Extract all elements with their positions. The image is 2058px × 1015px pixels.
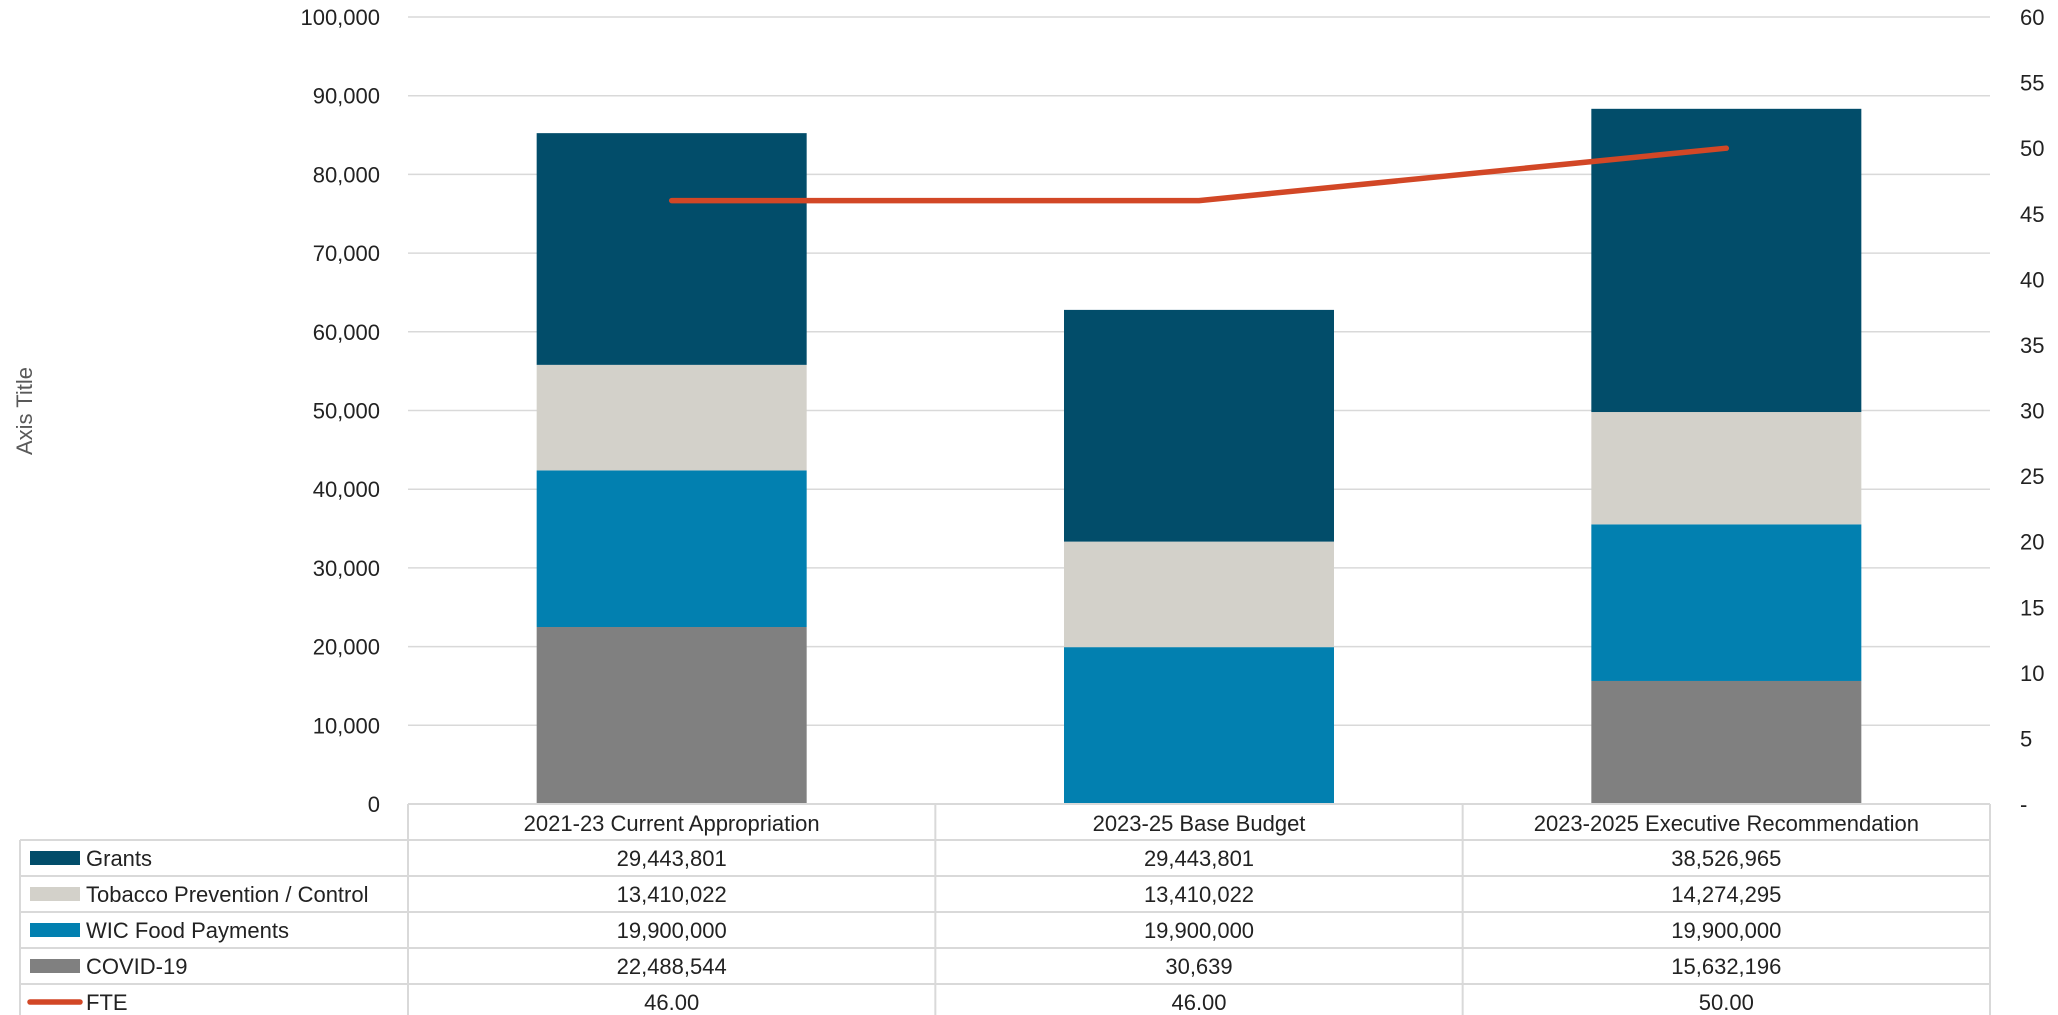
table-value: 50.00 [1699,990,1754,1015]
table-value: 38,526,965 [1671,846,1781,871]
bar-covid-19 [1591,680,1862,804]
table-value: 13,410,022 [617,882,727,907]
y2-tick-label: 30 [2020,399,2044,424]
table-value: 19,900,000 [1671,918,1781,943]
legend-label: COVID-19 [86,954,187,979]
table-value: 19,900,000 [617,918,727,943]
legend-label: Grants [86,846,152,871]
bar-grants [1064,309,1334,542]
y2-tick-label: 25 [2020,464,2044,489]
y2-tick-label: 40 [2020,267,2044,292]
table-value: 29,443,801 [1144,846,1254,871]
legend-key-covid-19 [30,959,80,973]
y2-tick-label: 10 [2020,661,2044,686]
bar-wic-food-payments [536,470,807,628]
category-label: 2023-2025 Executive Recommendation [1534,811,1919,836]
y-tick-label: 50,000 [313,399,380,424]
legend-label: Tobacco Prevention / Control [86,882,369,907]
bar-tobacco-prevention-control [1064,541,1334,648]
y-tick-label: 80,000 [313,162,380,187]
bar-wic-food-payments [1591,524,1862,681]
category-label: 2021-23 Current Appropriation [524,811,820,836]
category-label: 2023-25 Base Budget [1093,811,1306,836]
y-tick-label: 70,000 [313,241,380,266]
y-tick-label: 10,000 [313,713,380,738]
bar-grants [1591,108,1862,413]
table-value: 13,410,022 [1144,882,1254,907]
y-tick-label: 20,000 [313,635,380,660]
primary-axis-ticks: 0 10,000 20,000 30,000 40,000 50,000 60,000 70,… [300,5,380,817]
y-tick-label: 90,000 [313,84,380,109]
y2-tick-label: 15 [2020,595,2044,620]
bar-wic-food-payments [1064,647,1334,804]
table-value: 46.00 [644,990,699,1015]
y2-tick-label: 55 [2020,71,2044,96]
table-value: 15,632,196 [1671,954,1781,979]
data-table: 2021-23 Current Appropriation 2023-25 Bas… [19,803,1991,1015]
bar-grants [536,133,807,365]
bar-tobacco-prevention-control [1591,412,1862,525]
table-value: 14,274,295 [1671,882,1781,907]
bar-covid-19 [536,627,807,804]
legend-key-wic-food-payments [30,923,80,937]
fte-series-line [668,145,1730,204]
y-tick-label: 40,000 [313,477,380,502]
secondary-axis-ticks: - 5 10 15 20 25 30 35 40 45 50 55 60 [2020,5,2044,817]
bar-tobacco-prevention-control [536,364,807,471]
y2-tick-label: 20 [2020,530,2044,555]
y2-tick-label: 60 [2020,5,2044,30]
y-tick-label: 30,000 [313,556,380,581]
y2-tick-label: 35 [2020,333,2044,358]
y2-tick-label: 45 [2020,202,2044,227]
y2-tick-label: 50 [2020,136,2044,161]
y-tick-label: 100,000 [300,5,380,30]
fte-line [668,145,1730,204]
legend-label: WIC Food Payments [86,918,289,943]
table-value: 22,488,544 [617,954,727,979]
y-tick-label: 60,000 [313,320,380,345]
legend-key-grants [30,851,80,865]
stacked-bars [536,108,1862,804]
table-value: 19,900,000 [1144,918,1254,943]
table-value: 46.00 [1171,990,1226,1015]
table-value: 29,443,801 [617,846,727,871]
y2-tick-label: - [2020,792,2027,817]
y-axis-title: Axis Title [12,367,37,455]
y2-tick-label: 5 [2020,726,2032,751]
legend-label: FTE [86,990,128,1015]
table-value: 30,639 [1165,954,1232,979]
legend-key-tobacco-prevention-control [30,887,80,901]
y-tick-label: 0 [368,792,380,817]
